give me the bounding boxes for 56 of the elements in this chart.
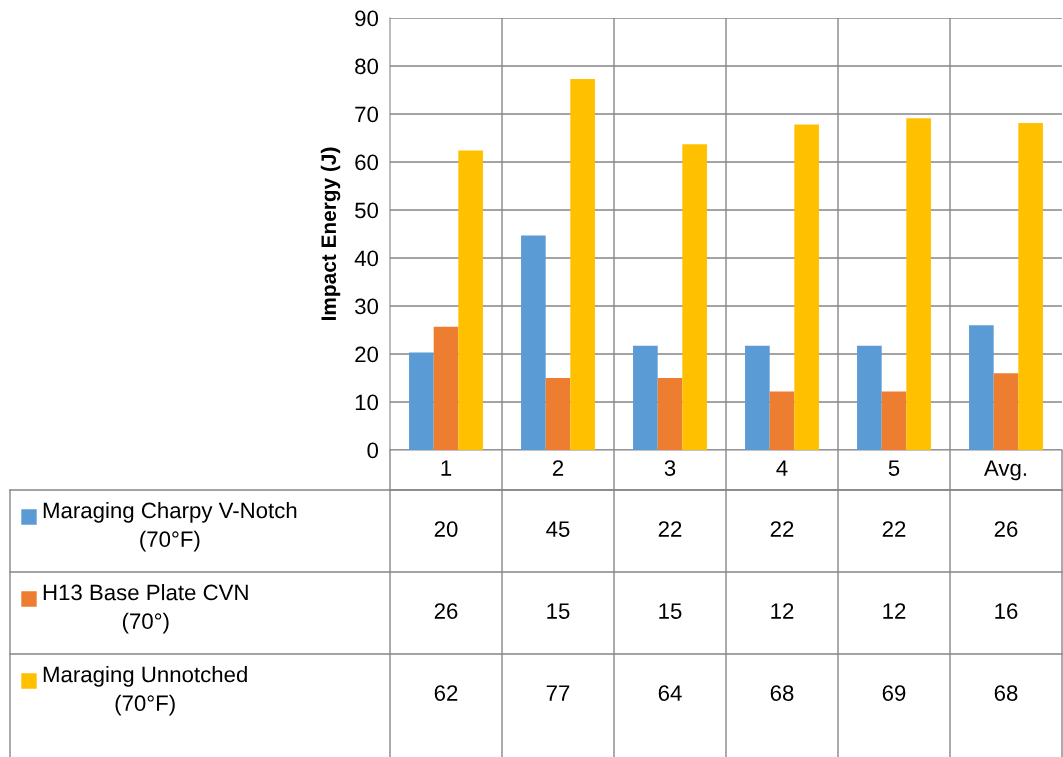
data-label: 68 [994,685,1018,701]
x-tick-label: 3 [664,460,676,476]
y-tick-label: 40 [354,250,379,267]
x-tick-label: 2 [552,460,564,476]
bar [545,378,571,450]
bar [633,345,658,450]
data-label: 62 [434,685,458,701]
y-tick-label: 20 [355,346,379,363]
y-axis-title: Impact Energy (J) [320,147,341,321]
y-tick-label: 30 [355,298,379,315]
x-tick-label: Avg. [984,460,1027,481]
data-label: 69 [882,685,906,701]
bar [657,378,683,450]
y-tick-label: 80 [355,58,379,75]
data-label: 26 [434,603,458,619]
bar [433,326,459,450]
data-label: 26 [994,521,1018,537]
data-label: 16 [995,603,1018,619]
y-tick-label: 0 [367,442,379,459]
bar [769,391,795,450]
x-tick-label: 4 [776,460,788,476]
y-tick-label: 90 [355,10,379,27]
data-label: 12 [771,603,794,619]
legend-label: Maraging Unnotched (70°F) [43,666,247,716]
y-tick-label: 50 [355,202,379,219]
bar [1018,123,1043,450]
bar [745,345,770,450]
bar [458,150,483,450]
data-label: 15 [547,603,570,619]
bar [993,373,1019,450]
y-tick-label: 10 [355,394,379,411]
bar [881,391,907,450]
bar [969,325,994,450]
bar [906,118,931,450]
bar [570,78,595,450]
data-label: 22 [882,521,906,537]
data-label: 20 [434,521,458,537]
x-tick-label: 5 [888,460,900,476]
data-label: 15 [659,603,682,619]
data-label: 22 [658,521,682,537]
data-label: 64 [658,685,682,701]
legend-label: Maraging Charpy V-Notch (70°F) [43,502,297,552]
y-tick-label: 70 [355,106,379,123]
x-tick-label: 1 [441,460,452,476]
data-label: 68 [770,685,794,701]
y-tick-label: 60 [355,154,379,171]
bar [521,235,546,450]
bar [857,345,882,450]
data-label: 12 [883,603,906,619]
data-label: 77 [546,685,570,701]
data-label: 22 [770,521,794,537]
bar [409,352,434,450]
legend-label: H13 Base Plate CVN (70°) [43,584,248,634]
bar [682,144,707,450]
data-label: 45 [546,521,570,537]
bar [794,124,819,450]
